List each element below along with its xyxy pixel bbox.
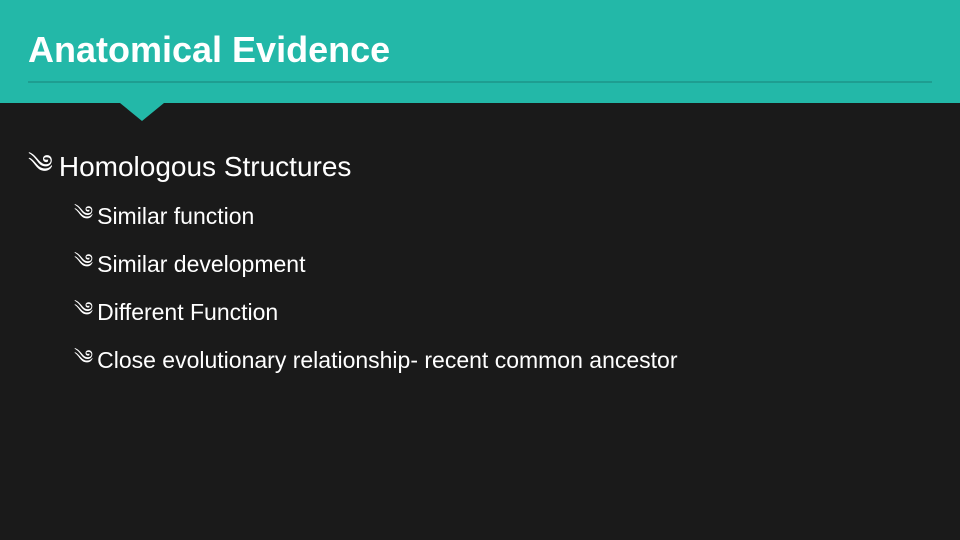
title-rule	[28, 81, 932, 83]
bullet-icon: ༄	[28, 149, 53, 180]
list-item-text: Homologous Structures	[59, 149, 352, 184]
list-item: ༄ Similar development	[74, 250, 932, 280]
list-item: ༄ Homologous Structures	[28, 149, 932, 184]
list-item-text: Similar development	[97, 250, 305, 280]
title-notch	[120, 103, 164, 121]
title-band: Anatomical Evidence	[0, 0, 960, 103]
list-item-text: Close evolutionary relationship- recent …	[97, 346, 677, 376]
list-item-text: Similar function	[97, 202, 254, 232]
list-item-text: Different Function	[97, 298, 278, 328]
bullet-icon: ༄	[74, 298, 93, 323]
list-item: ༄ Similar function	[74, 202, 932, 232]
bullet-icon: ༄	[74, 346, 93, 371]
slide-title: Anatomical Evidence	[28, 28, 932, 71]
slide-body: ༄ Homologous Structures ༄ Similar functi…	[0, 103, 960, 376]
bullet-icon: ༄	[74, 202, 93, 227]
bullet-icon: ༄	[74, 250, 93, 275]
slide: Anatomical Evidence ༄ Homologous Structu…	[0, 0, 960, 540]
list-item: ༄ Different Function	[74, 298, 932, 328]
list-item: ༄ Close evolutionary relationship- recen…	[74, 346, 932, 376]
